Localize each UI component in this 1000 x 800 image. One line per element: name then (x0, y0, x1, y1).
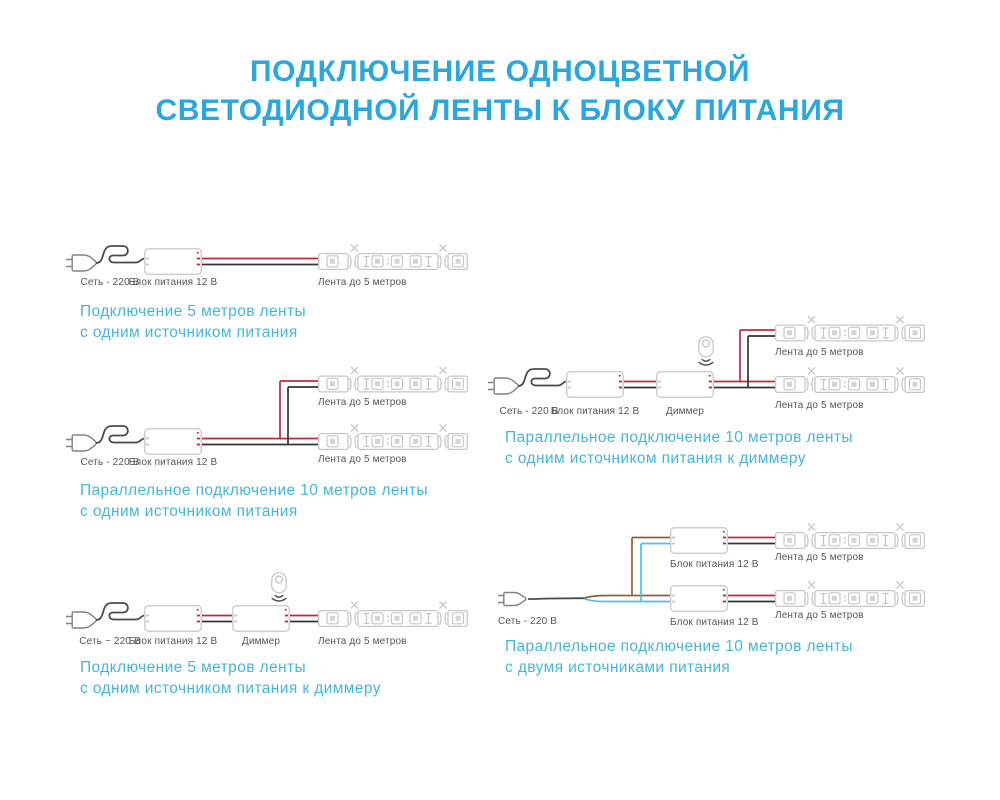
strip-label: Лента до 5 метров (775, 552, 864, 563)
diagram-1-graphic (66, 244, 468, 275)
caption-line2: с одним источником питания к диммеру (505, 450, 806, 467)
power-supply-box (566, 371, 624, 398)
caption-line1: Параллельное подключение 10 метров ленты (505, 429, 853, 446)
wire-black (728, 542, 775, 603)
diagram-2-caption: Параллельное подключение 10 метров ленты… (80, 480, 428, 522)
remote-control-icon (698, 336, 714, 366)
strip-label: Лента до 5 метров (318, 454, 407, 465)
led-strip-icon (775, 523, 925, 549)
page-title-line1: ПОДКЛЮЧЕНИЕ ОДНОЦВЕТНОЙ (249, 55, 751, 88)
led-strip-icon (775, 367, 925, 393)
psu-label: Блок питания 12 В (670, 617, 759, 628)
led-strip-icon (775, 315, 925, 342)
wire-red (728, 536, 775, 597)
caption-line1: Параллельное подключение 10 метров ленты (505, 638, 853, 655)
led-strip-icon (318, 244, 468, 270)
caption-line1: Подключение 5 метров ленты (80, 659, 307, 676)
strip-label: Лента до 5 метров (318, 277, 407, 288)
diagram-3-caption: Подключение 5 метров ленты с одним источ… (80, 657, 381, 699)
diagram-1-caption: Подключение 5 метров ленты с одним источ… (80, 301, 306, 343)
strip-label: Лента до 5 метров (775, 400, 864, 411)
mains-label: Сеть - 220 В (80, 277, 140, 288)
caption-line2: с двумя источниками питания (505, 659, 731, 676)
plug-with-cable-icon (66, 245, 144, 272)
mains-label: Сеть ~ 220 В (79, 636, 141, 647)
power-supply-box (670, 527, 728, 554)
caption-line1: Параллельное подключение 10 метров ленты (80, 482, 428, 499)
page-title-line2: СВЕТОДИОДНОЙ ЛЕНТЫ К БЛОКУ ПИТАНИЯ (155, 94, 845, 127)
plug-with-cable-icon (66, 602, 144, 629)
caption-line2: с одним источником питания к диммеру (80, 680, 381, 697)
wire-red (202, 380, 318, 440)
psu-label: Блок питания 12 В (128, 277, 218, 288)
dimmer-label: Диммер (665, 406, 705, 417)
power-supply-box (144, 428, 202, 455)
strip-label: Лента до 5 метров (318, 397, 407, 408)
diagram-5-caption: Параллельное подключение 10 метров ленты… (505, 636, 853, 678)
diagram-4-caption: Параллельное подключение 10 метров ленты… (505, 427, 853, 469)
mains-label: Сеть - 220 В (498, 616, 558, 627)
strip-label: Лента до 5 метров (775, 347, 864, 358)
strip-label: Лента до 5 метров (775, 610, 864, 621)
caption-line2: с одним источником питания (80, 503, 298, 520)
wire-black (202, 386, 318, 446)
psu-label: Блок питания 12 В (128, 457, 218, 468)
led-strip-icon (318, 424, 468, 450)
strip-label: Лента до 5 метров (318, 636, 407, 647)
dimmer-box (232, 605, 290, 632)
mains-label: Сеть - 220 В (499, 406, 559, 417)
diagram-3-graphic (66, 572, 468, 632)
power-supply-box (670, 585, 728, 612)
mains-label: Сеть - 220 В (80, 457, 140, 468)
wire-brown (583, 536, 670, 599)
plug-icon (498, 591, 527, 607)
diagram-4-graphic (488, 315, 925, 398)
wire-blue (583, 542, 670, 603)
led-strip-icon (775, 581, 925, 607)
power-supply-box (144, 605, 202, 632)
psu-label: Блок питания 12 В (128, 636, 218, 647)
plug-with-cable-icon (66, 425, 144, 452)
diagram-2-graphic (66, 366, 468, 455)
diagram-5-graphic (498, 523, 925, 612)
wire-red (624, 329, 775, 383)
wire-black (624, 335, 775, 389)
caption-line1: Подключение 5 метров ленты (80, 303, 307, 320)
psu-label: Блок питания 12 В (550, 406, 640, 417)
psu-label: Блок питания 12 В (670, 559, 759, 570)
power-supply-box (144, 248, 202, 275)
led-strip-icon (318, 366, 468, 393)
plug-with-cable-icon (488, 368, 566, 395)
dimmer-box (656, 371, 714, 398)
remote-control-icon (271, 572, 287, 602)
mains-cable (527, 597, 585, 600)
dimmer-label: Диммер (241, 636, 281, 647)
page-title: ПОДКЛЮЧЕНИЕ ОДНОЦВЕТНОЙ СВЕТОДИОДНОЙ ЛЕН… (0, 52, 1000, 130)
led-strip-icon (318, 601, 468, 627)
caption-line2: с одним источником питания (80, 324, 298, 341)
